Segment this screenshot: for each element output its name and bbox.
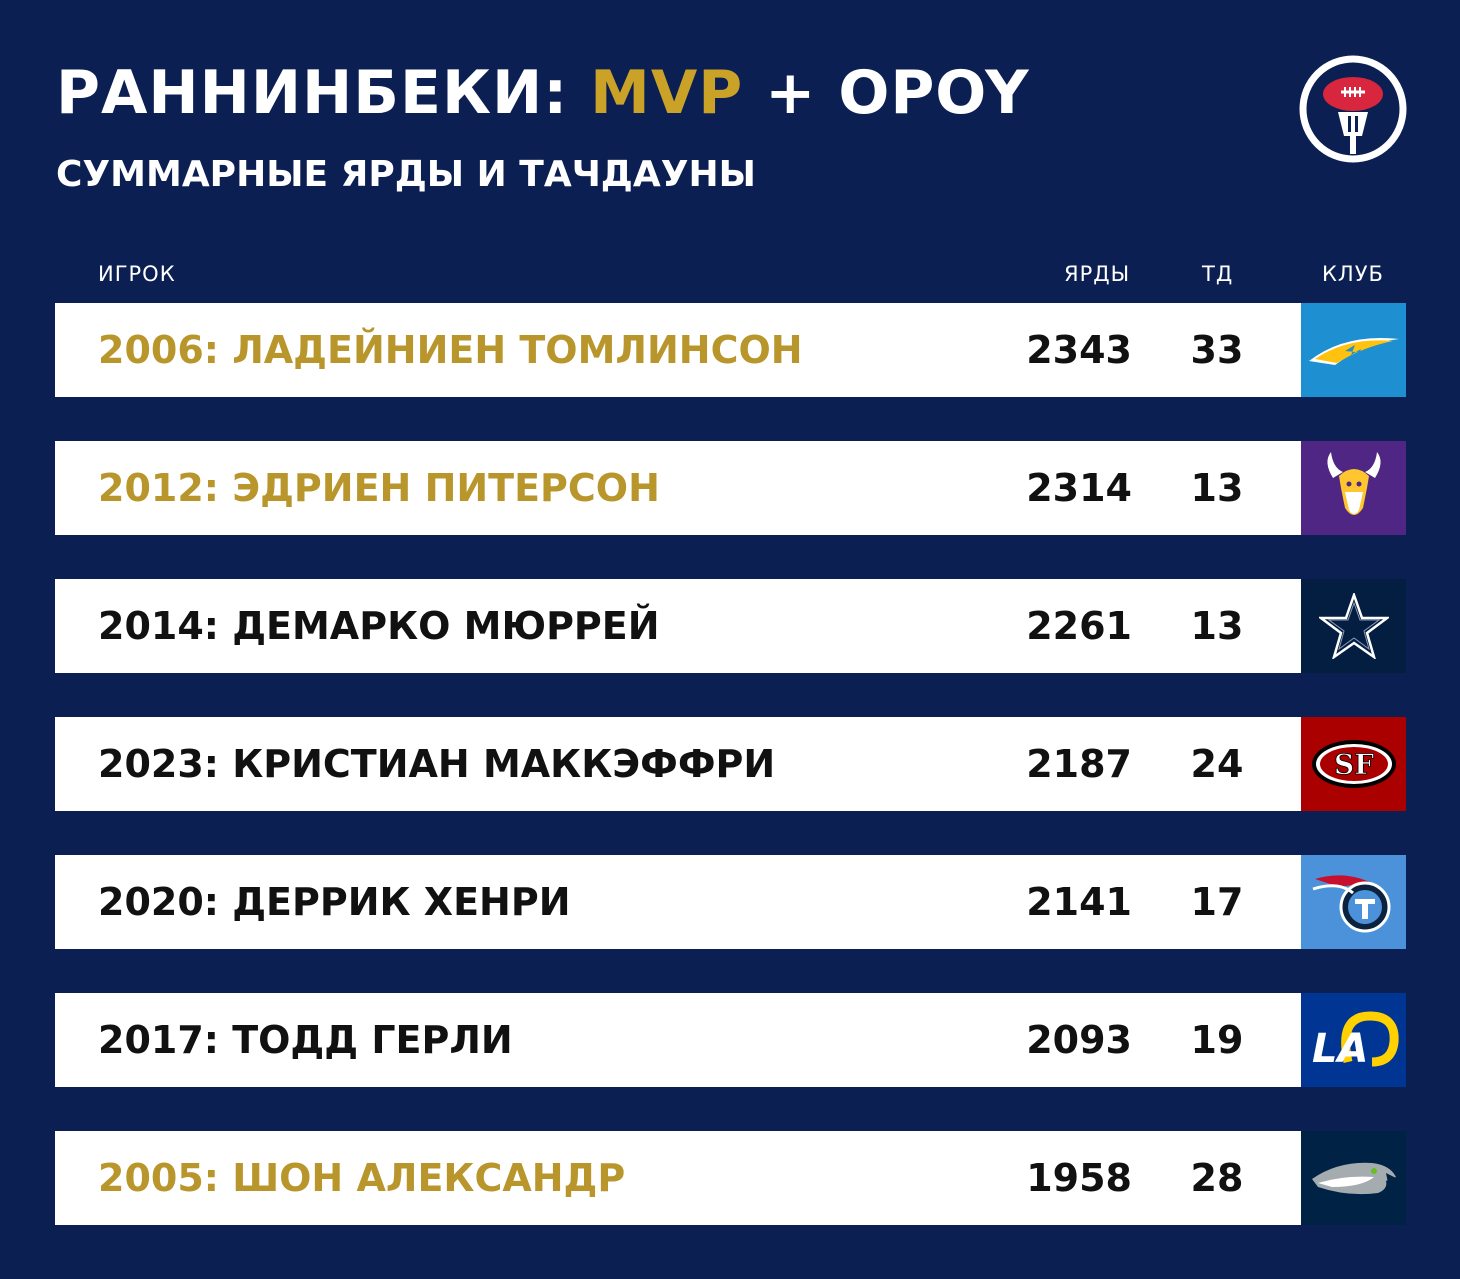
table-row: 2017: ТОДД ГЕРЛИ 2093 19 LA xyxy=(55,993,1406,1087)
cowboys-logo-icon xyxy=(1301,579,1406,673)
yards-value: 2314 xyxy=(1026,466,1132,510)
td-value: 17 xyxy=(1190,880,1244,924)
table-row: 2014: ДЕМАРКО МЮРРЕЙ 2261 13 xyxy=(55,579,1406,673)
yards-value: 1958 xyxy=(1026,1156,1132,1200)
table-row: 2020: ДЕРРИК ХЕНРИ 2141 17 xyxy=(55,855,1406,949)
brand-logo-icon xyxy=(1298,54,1408,164)
player-name: 2023: КРИСТИАН МАККЭФФРИ xyxy=(98,742,776,786)
yards-value: 2093 xyxy=(1026,1018,1132,1062)
player-name: 2012: ЭДРИЕН ПИТЕРСОН xyxy=(98,466,660,510)
49ers-logo-icon: SF xyxy=(1301,717,1406,811)
table-row: 2012: ЭДРИЕН ПИТЕРСОН 2314 13 xyxy=(55,441,1406,535)
td-value: 33 xyxy=(1190,328,1244,372)
svg-text:LA: LA xyxy=(1312,1026,1368,1070)
title-rest: + OPOY xyxy=(743,58,1030,128)
page-subtitle: СУММАРНЫЕ ЯРДЫ И ТАЧДАУНЫ xyxy=(56,154,756,195)
seahawks-logo-icon xyxy=(1301,1131,1406,1225)
player-name: 2006: ЛАДЕЙНИЕН ТОМЛИНСОН xyxy=(98,328,803,372)
yards-value: 2187 xyxy=(1026,742,1132,786)
td-value: 13 xyxy=(1190,604,1244,648)
player-name: 2005: ШОН АЛЕКСАНДР xyxy=(98,1156,626,1200)
page-title: РАННИНБЕКИ: MVP + OPOY xyxy=(56,58,1030,128)
player-name: 2020: ДЕРРИК ХЕНРИ xyxy=(98,880,571,924)
title-accent: MVP xyxy=(590,58,744,128)
title-main: РАННИНБЕКИ: xyxy=(56,58,591,128)
td-value: 24 xyxy=(1190,742,1244,786)
table-row: 2023: КРИСТИАН МАККЭФФРИ 2187 24 SF xyxy=(55,717,1406,811)
table-row: 2005: ШОН АЛЕКСАНДР 1958 28 xyxy=(55,1131,1406,1225)
yards-value: 2141 xyxy=(1026,880,1132,924)
yards-value: 2343 xyxy=(1026,328,1132,372)
vikings-logo-icon xyxy=(1301,441,1406,535)
player-name: 2017: ТОДД ГЕРЛИ xyxy=(98,1018,513,1062)
yards-value: 2261 xyxy=(1026,604,1132,648)
td-value: 13 xyxy=(1190,466,1244,510)
titans-logo-icon xyxy=(1301,855,1406,949)
player-name: 2014: ДЕМАРКО МЮРРЕЙ xyxy=(98,604,660,648)
column-header-td: ТД xyxy=(1202,262,1234,286)
column-header-yards: ЯРДЫ xyxy=(1064,262,1131,286)
svg-text:SF: SF xyxy=(1333,748,1373,781)
column-header-club: КЛУБ xyxy=(1322,262,1384,286)
chargers-logo-icon xyxy=(1301,303,1406,397)
td-value: 19 xyxy=(1190,1018,1244,1062)
td-value: 28 xyxy=(1190,1156,1244,1200)
rams-logo-icon: LA xyxy=(1301,993,1406,1087)
table-row: 2006: ЛАДЕЙНИЕН ТОМЛИНСОН 2343 33 xyxy=(55,303,1406,397)
column-header-player: ИГРОК xyxy=(98,262,176,286)
